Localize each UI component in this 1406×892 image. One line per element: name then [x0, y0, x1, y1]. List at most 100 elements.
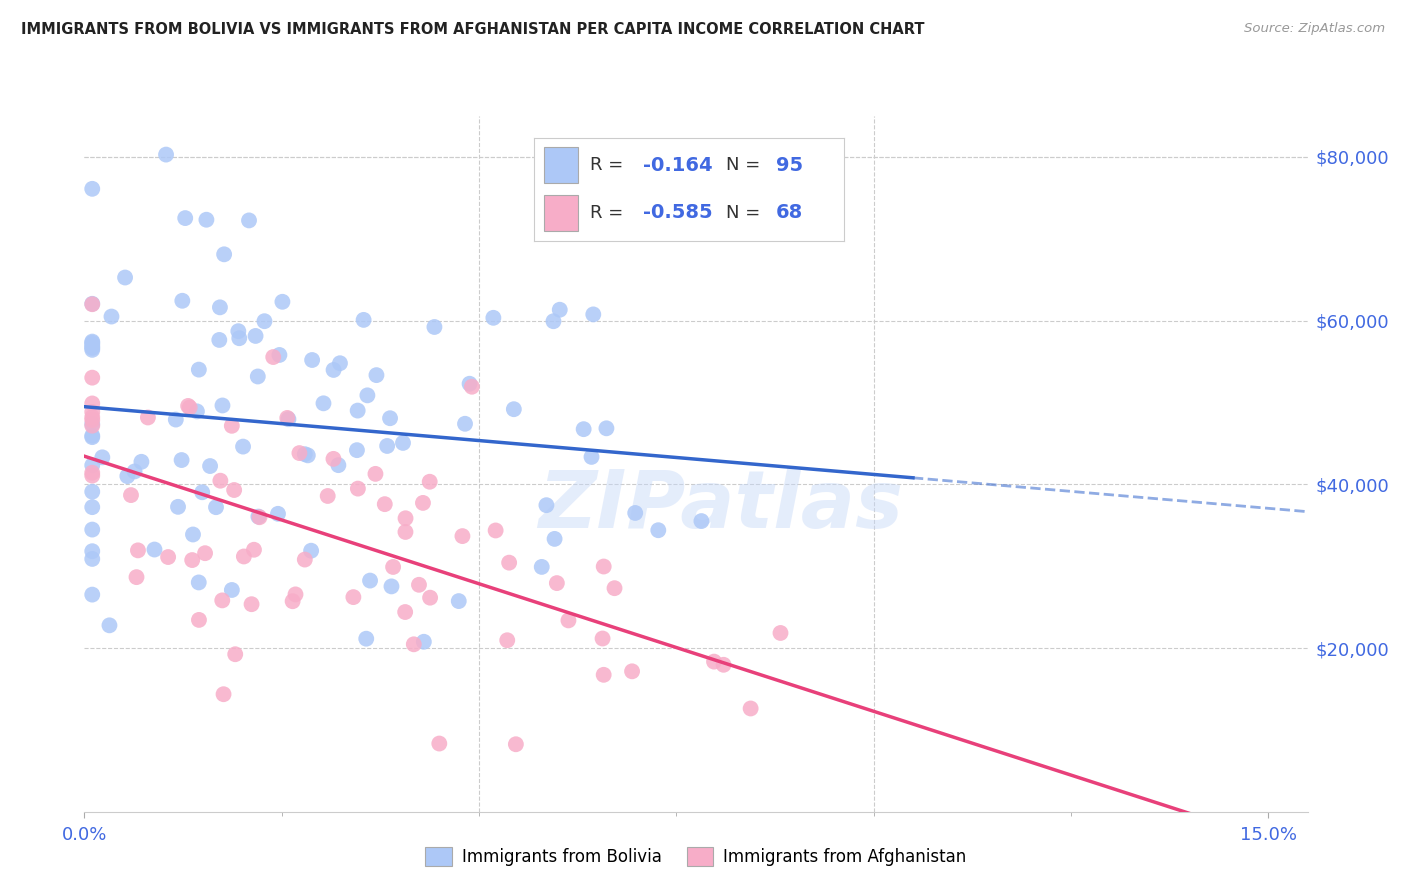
Point — [177, 399, 200, 413]
Point — [82, 418, 104, 433]
Point — [181, 527, 204, 541]
Point — [208, 301, 231, 315]
Point — [592, 668, 614, 682]
Point — [281, 594, 304, 608]
Point — [284, 587, 307, 601]
Point — [82, 410, 104, 425]
Point — [187, 575, 209, 590]
Point — [174, 211, 197, 225]
Text: -0.585: -0.585 — [643, 203, 713, 222]
Point — [82, 417, 104, 431]
Point — [423, 320, 446, 334]
Point — [253, 314, 276, 328]
Point — [82, 466, 104, 480]
Point — [82, 182, 104, 196]
Point — [247, 509, 270, 524]
Point — [276, 411, 298, 425]
Point — [221, 582, 243, 597]
Point — [228, 324, 250, 338]
Point — [546, 576, 568, 591]
Point — [209, 474, 232, 488]
Text: R =: R = — [591, 156, 628, 175]
Point — [243, 542, 266, 557]
Point — [181, 553, 204, 567]
Bar — [544, 194, 578, 230]
Point — [769, 626, 792, 640]
Point — [155, 147, 177, 161]
Point — [188, 613, 211, 627]
Point — [172, 293, 194, 308]
Point — [353, 313, 375, 327]
Point — [380, 579, 402, 593]
Point — [186, 404, 208, 418]
Point — [288, 446, 311, 460]
Point — [354, 632, 377, 646]
Point — [238, 213, 260, 227]
Point — [269, 348, 291, 362]
Text: 68: 68 — [776, 203, 803, 222]
Point — [412, 496, 434, 510]
Point — [211, 399, 233, 413]
Point — [271, 294, 294, 309]
Point — [329, 356, 352, 370]
Point — [195, 212, 218, 227]
Point — [496, 633, 519, 648]
Point — [131, 455, 153, 469]
Point — [572, 422, 595, 436]
Point — [427, 737, 450, 751]
Point — [82, 335, 104, 350]
Y-axis label: Per Capita Income: Per Capita Income — [0, 393, 7, 534]
Point — [458, 376, 481, 391]
Point — [581, 450, 603, 464]
Point — [485, 524, 508, 538]
Point — [245, 329, 267, 343]
Point — [82, 468, 104, 483]
Point — [82, 370, 104, 384]
Text: N =: N = — [725, 156, 766, 175]
Point — [82, 458, 104, 473]
Point — [461, 380, 484, 394]
Point — [91, 450, 114, 465]
Point — [100, 310, 122, 324]
Point — [394, 511, 416, 525]
Point — [502, 402, 524, 417]
Point — [419, 591, 441, 605]
Point — [224, 483, 246, 497]
Point — [356, 388, 378, 402]
Point — [394, 524, 416, 539]
Point — [294, 552, 316, 566]
Point — [179, 401, 201, 415]
Point — [299, 543, 322, 558]
Point — [543, 532, 565, 546]
Point — [647, 523, 669, 537]
Text: N =: N = — [725, 203, 766, 221]
Point — [347, 482, 370, 496]
Point — [246, 369, 269, 384]
Point — [82, 297, 104, 311]
Point — [297, 448, 319, 462]
Point — [228, 331, 250, 345]
Point — [447, 594, 470, 608]
Point — [82, 405, 104, 419]
Point — [82, 297, 104, 311]
Point — [482, 310, 505, 325]
Point — [408, 578, 430, 592]
Point — [557, 614, 579, 628]
Point — [374, 497, 396, 511]
Point — [294, 447, 316, 461]
Point — [136, 410, 159, 425]
Point — [624, 506, 647, 520]
Point — [582, 307, 605, 321]
Legend: Immigrants from Bolivia, Immigrants from Afghanistan: Immigrants from Bolivia, Immigrants from… — [419, 840, 973, 873]
Point — [536, 498, 558, 512]
Point — [82, 523, 104, 537]
Point — [240, 597, 263, 611]
Point — [125, 570, 148, 584]
Point — [267, 507, 290, 521]
Point — [82, 544, 104, 558]
Point — [603, 581, 626, 595]
Point — [82, 588, 104, 602]
Point — [82, 413, 104, 427]
Text: ZIPatlas: ZIPatlas — [538, 467, 903, 545]
Point — [505, 737, 527, 751]
